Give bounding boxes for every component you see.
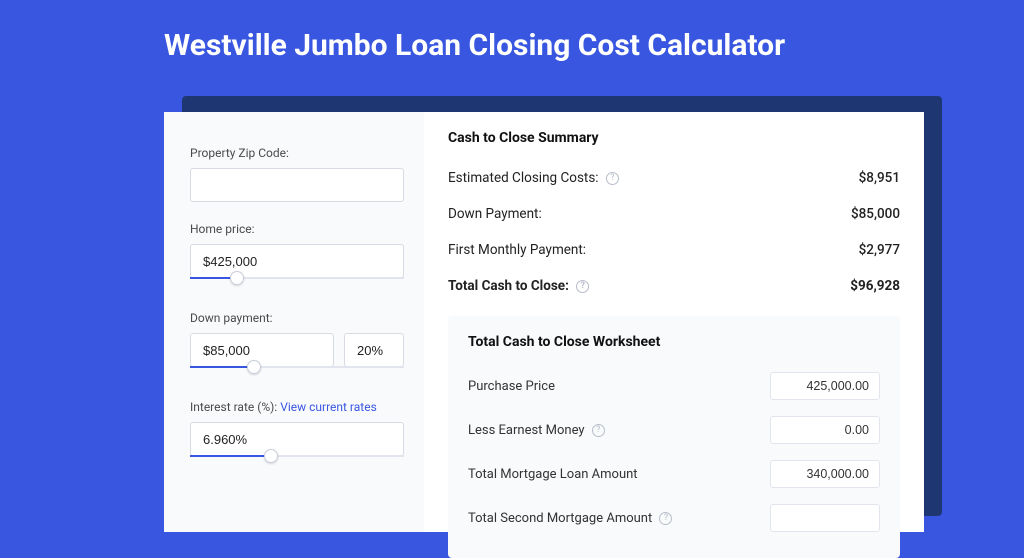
summary-row-label: Down Payment:: [448, 206, 542, 222]
home-price-slider[interactable]: [190, 277, 404, 291]
summary-total-value: $96,928: [850, 278, 900, 294]
down-payment-input[interactable]: [190, 333, 334, 367]
inputs-column: Property Zip Code: Home price: Down paym…: [164, 112, 424, 532]
label-text: Total Second Mortgage Amount: [468, 511, 652, 526]
help-icon[interactable]: ?: [576, 280, 589, 293]
summary-row-value: $85,000: [851, 206, 900, 222]
worksheet-panel: Total Cash to Close Worksheet Purchase P…: [448, 316, 900, 558]
down-payment-field-group: Down payment:: [190, 311, 404, 380]
worksheet-mortgage-amount-input[interactable]: [770, 460, 880, 488]
home-price-field-group: Home price:: [190, 222, 404, 291]
label-text: Total Cash to Close:: [448, 278, 569, 294]
results-column: Cash to Close Summary Estimated Closing …: [424, 112, 924, 532]
slider-fill: [190, 366, 254, 368]
summary-title: Cash to Close Summary: [448, 130, 900, 146]
worksheet-row-label: Less Earnest Money ?: [468, 423, 605, 438]
slider-thumb[interactable]: [247, 360, 261, 374]
down-payment-pct-input[interactable]: [344, 333, 404, 367]
interest-field-group: Interest rate (%): View current rates: [190, 400, 404, 469]
home-price-input[interactable]: [190, 244, 404, 278]
down-payment-row: [190, 333, 404, 367]
interest-input[interactable]: [190, 422, 404, 456]
zip-field-group: Property Zip Code:: [190, 146, 404, 202]
worksheet-row-mortgage-amount: Total Mortgage Loan Amount: [468, 452, 880, 496]
summary-total-label: Total Cash to Close: ?: [448, 278, 589, 294]
view-rates-link[interactable]: View current rates: [280, 400, 377, 414]
interest-slider[interactable]: [190, 455, 404, 469]
interest-label-text: Interest rate (%):: [190, 400, 277, 414]
summary-row-value: $2,977: [859, 242, 900, 258]
label-text: Estimated Closing Costs:: [448, 170, 599, 186]
worksheet-row-label: Purchase Price: [468, 379, 555, 394]
summary-row-label: Estimated Closing Costs: ?: [448, 170, 619, 186]
calculator-card: Property Zip Code: Home price: Down paym…: [164, 112, 924, 532]
worksheet-row-purchase-price: Purchase Price: [468, 364, 880, 408]
worksheet-earnest-money-input[interactable]: [770, 416, 880, 444]
worksheet-purchase-price-input[interactable]: [770, 372, 880, 400]
worksheet-second-mortgage-input[interactable]: [770, 504, 880, 532]
worksheet-title: Total Cash to Close Worksheet: [468, 334, 880, 350]
interest-label: Interest rate (%): View current rates: [190, 400, 404, 414]
help-icon[interactable]: ?: [592, 424, 605, 437]
summary-row-down-payment: Down Payment: $85,000: [448, 196, 900, 232]
summary-row-closing-costs: Estimated Closing Costs: ? $8,951: [448, 160, 900, 196]
page-title: Westville Jumbo Loan Closing Cost Calcul…: [0, 0, 1024, 81]
worksheet-row-label: Total Second Mortgage Amount ?: [468, 511, 672, 526]
slider-thumb[interactable]: [230, 271, 244, 285]
worksheet-row-earnest-money: Less Earnest Money ?: [468, 408, 880, 452]
zip-label: Property Zip Code:: [190, 146, 404, 160]
summary-row-total: Total Cash to Close: ? $96,928: [448, 268, 900, 304]
slider-thumb[interactable]: [264, 449, 278, 463]
help-icon[interactable]: ?: [606, 172, 619, 185]
home-price-label: Home price:: [190, 222, 404, 236]
summary-row-value: $8,951: [859, 170, 900, 186]
label-text: Less Earnest Money: [468, 423, 585, 438]
slider-fill: [190, 455, 271, 457]
down-payment-label: Down payment:: [190, 311, 404, 325]
summary-row-label: First Monthly Payment:: [448, 242, 586, 258]
worksheet-row-second-mortgage: Total Second Mortgage Amount ?: [468, 496, 880, 540]
worksheet-row-label: Total Mortgage Loan Amount: [468, 467, 638, 482]
help-icon[interactable]: ?: [659, 512, 672, 525]
zip-input[interactable]: [190, 168, 404, 202]
summary-row-first-payment: First Monthly Payment: $2,977: [448, 232, 900, 268]
down-payment-slider[interactable]: [190, 366, 404, 380]
